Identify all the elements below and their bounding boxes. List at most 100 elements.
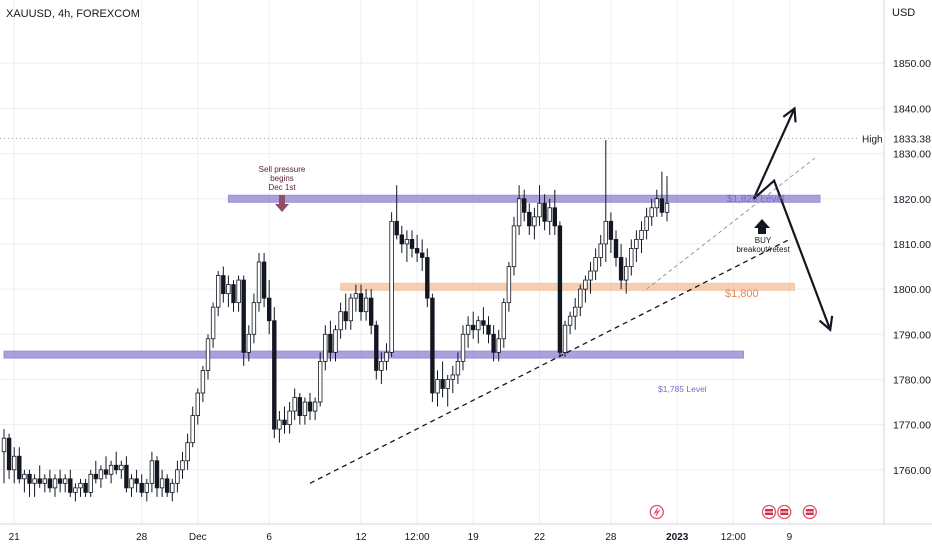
candle-up [323, 333, 328, 362]
candle-down [47, 478, 53, 489]
candle-up [73, 487, 78, 493]
candle-down [37, 478, 42, 484]
time-tick-label: 22 [534, 532, 546, 543]
candle-up [598, 243, 603, 258]
candle-up [215, 275, 221, 308]
lightning-icon [653, 507, 661, 517]
time-tick-label: 9 [787, 532, 793, 543]
bearish-projection-line [752, 178, 832, 331]
candle-up [593, 257, 598, 272]
grid-layer [0, 0, 884, 524]
candle-up [277, 419, 282, 430]
candle-down [557, 225, 563, 353]
candle-up [465, 324, 471, 335]
candle-up [22, 473, 27, 480]
candle-up [195, 392, 200, 416]
candle-down [68, 478, 73, 493]
price-tick-label: 1780.00 [893, 374, 931, 386]
candle-down [297, 397, 302, 416]
bearish-projection-arrowhead [818, 315, 834, 332]
candle-down [114, 464, 119, 471]
bullish-projection-arrowhead [782, 106, 797, 123]
candle-up [11, 455, 17, 471]
buy-arrow-icon [754, 219, 770, 234]
candle-down [17, 455, 22, 480]
candle-up [547, 207, 552, 222]
candle-down [6, 437, 12, 471]
candle-down [272, 320, 277, 430]
candle-down [419, 252, 425, 258]
candle-up [175, 469, 180, 484]
candle-up [287, 410, 292, 426]
candle-down [154, 460, 160, 489]
channel-trendline [646, 157, 816, 290]
candle-up [302, 401, 308, 416]
candle-up [42, 478, 47, 484]
candle-up [348, 297, 353, 322]
time-axis-panel [0, 524, 932, 550]
candle-down [93, 473, 98, 480]
candle-down [486, 324, 491, 335]
candle-up [516, 198, 522, 227]
candle-down [343, 311, 348, 322]
candle-up [583, 279, 588, 290]
candle-down [221, 275, 226, 295]
candle-up [476, 320, 481, 331]
candle-up [450, 374, 455, 380]
candle-down [425, 257, 430, 299]
candle-up [404, 239, 410, 245]
candle-down [394, 220, 399, 236]
candle-up [52, 478, 58, 489]
candle-down [57, 478, 63, 484]
candle-up [205, 338, 211, 371]
candle-down [414, 248, 420, 254]
sell-pressure-text: begins [270, 174, 294, 183]
candle-up [384, 351, 389, 362]
candle-up [170, 482, 175, 493]
candle-down [231, 284, 236, 304]
candle-up [317, 360, 323, 403]
candle-up [389, 220, 394, 353]
price-zone [340, 282, 795, 291]
time-tick-label: 28 [136, 532, 148, 543]
candle-down [522, 198, 527, 213]
candle-up [353, 293, 359, 299]
price-tick-label: 1810.00 [893, 239, 931, 251]
candle-up [634, 239, 639, 249]
candle-up [246, 333, 251, 353]
candle-down [613, 239, 619, 258]
price-tick-label: 1770.00 [893, 420, 931, 432]
candle-up [639, 229, 644, 240]
candles-layer [1, 140, 670, 502]
candle-down [241, 279, 246, 353]
candle-up [88, 473, 93, 493]
candle-up [78, 482, 83, 489]
candle-up [251, 302, 257, 335]
level-1785-label: $1,785 Level [658, 384, 707, 394]
time-tick-label: 6 [266, 532, 272, 543]
candle-down [552, 207, 557, 227]
candle-down [430, 297, 435, 394]
price-tick-label: 1790.00 [893, 329, 931, 341]
high-value: 1833.38 [893, 133, 931, 145]
candle-down [399, 234, 404, 245]
time-tick-label: 12 [355, 532, 367, 543]
candle-up [603, 220, 608, 245]
candle-down [328, 333, 333, 353]
price-tick-label: 1850.00 [893, 58, 931, 70]
event-markers-layer [649, 504, 817, 520]
time-tick-label: 2023 [666, 532, 689, 543]
time-tick-label: Dec [189, 532, 207, 543]
candle-up [1, 437, 7, 453]
candle-up [537, 202, 542, 218]
projection-layer [752, 106, 834, 332]
sell-pressure-text: Sell pressure [259, 165, 306, 174]
candle-up [455, 360, 461, 376]
candle-down [358, 293, 364, 313]
price-tick-label: 1820.00 [893, 194, 931, 206]
candle-up [256, 261, 262, 304]
time-tick-label: 12:00 [721, 532, 746, 543]
candle-up [129, 478, 134, 489]
